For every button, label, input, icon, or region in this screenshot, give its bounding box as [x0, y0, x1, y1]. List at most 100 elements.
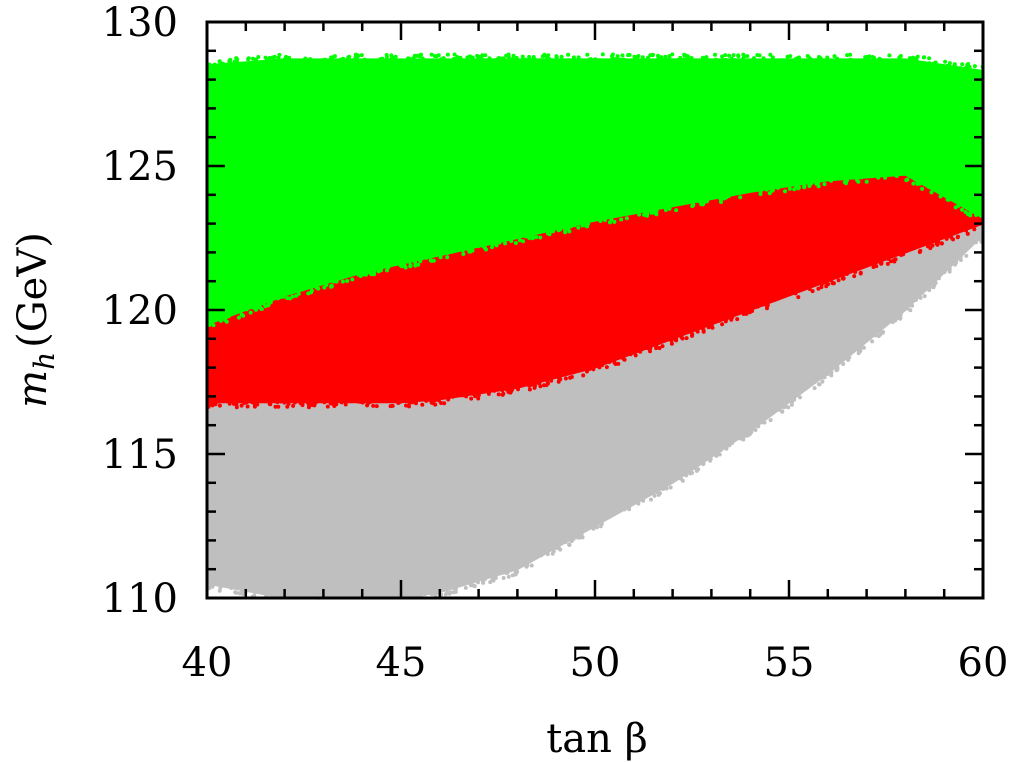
data-point — [775, 59, 780, 64]
data-point — [774, 405, 779, 410]
data-point — [226, 65, 231, 70]
data-point — [758, 189, 763, 193]
data-point — [765, 184, 770, 189]
data-point — [679, 476, 683, 481]
data-point — [843, 175, 848, 180]
data-point — [453, 589, 458, 594]
data-point — [483, 577, 487, 581]
data-point — [385, 60, 390, 65]
data-point — [904, 168, 909, 173]
data-point — [637, 212, 642, 217]
data-point — [641, 498, 646, 503]
data-point — [620, 210, 625, 215]
data-point — [550, 61, 555, 65]
data-point — [436, 53, 441, 58]
data-point — [248, 310, 253, 315]
data-point — [609, 217, 614, 222]
data-point — [619, 217, 624, 222]
data-point — [529, 60, 534, 65]
data-point — [436, 249, 441, 254]
x-axis-title: tan β — [546, 716, 648, 762]
data-point — [713, 52, 717, 57]
data-point — [664, 486, 669, 491]
data-point — [777, 404, 782, 409]
data-point — [225, 582, 230, 587]
data-point — [744, 311, 749, 316]
data-point — [575, 535, 580, 540]
data-point — [841, 276, 846, 281]
data-point — [772, 58, 776, 63]
data-point — [717, 318, 721, 323]
data-point — [652, 493, 657, 498]
data-point — [282, 400, 287, 405]
data-point — [723, 53, 728, 58]
data-point — [825, 55, 830, 60]
data-point — [559, 54, 564, 59]
data-point — [458, 397, 463, 402]
data-point — [925, 282, 930, 287]
data-point — [821, 176, 826, 181]
data-point — [248, 302, 252, 307]
data-point — [756, 424, 761, 429]
data-point — [585, 369, 589, 374]
data-point — [618, 59, 623, 64]
data-point — [790, 394, 794, 398]
data-point — [458, 55, 463, 60]
data-point — [770, 55, 775, 60]
data-point — [940, 192, 945, 197]
data-point — [645, 58, 650, 63]
data-point — [624, 209, 628, 213]
data-point — [956, 234, 960, 239]
data-point — [429, 399, 434, 404]
data-point — [502, 61, 507, 65]
data-point — [654, 208, 659, 213]
data-point — [686, 57, 691, 62]
data-point — [496, 236, 501, 241]
data-point — [517, 231, 522, 235]
data-point — [483, 53, 488, 58]
data-point — [909, 250, 914, 255]
data-point — [810, 289, 815, 294]
data-point — [271, 588, 275, 593]
data-point — [218, 585, 223, 590]
data-point — [967, 207, 971, 211]
data-point — [972, 227, 977, 232]
data-point — [446, 397, 451, 402]
data-point — [829, 373, 834, 378]
data-point — [360, 270, 365, 275]
data-point — [294, 293, 299, 298]
data-point — [628, 502, 633, 507]
data-point — [629, 357, 634, 361]
data-point — [577, 221, 582, 226]
data-point — [831, 281, 836, 286]
data-point — [874, 264, 879, 269]
data-point — [732, 311, 737, 316]
data-point — [700, 458, 705, 463]
data-point — [898, 312, 903, 317]
data-point — [481, 580, 486, 585]
data-point — [499, 571, 504, 576]
data-point — [956, 199, 961, 203]
data-point — [910, 173, 915, 178]
data-point — [420, 402, 425, 407]
data-point — [755, 304, 760, 309]
data-point — [520, 381, 525, 386]
data-point — [689, 56, 694, 60]
data-point — [235, 60, 239, 65]
data-point — [664, 482, 669, 487]
data-point — [238, 591, 242, 596]
data-point — [720, 322, 725, 327]
data-point — [933, 187, 937, 192]
data-point — [520, 54, 525, 59]
data-point — [234, 395, 239, 400]
data-point — [744, 186, 749, 191]
data-point — [706, 318, 711, 323]
y-tick-label: 120 — [102, 288, 178, 334]
data-point — [421, 588, 426, 592]
data-point — [634, 500, 639, 505]
data-point — [291, 403, 296, 408]
data-point — [781, 58, 786, 63]
axis-ticks — [205, 20, 985, 600]
data-point — [265, 58, 270, 63]
data-point — [545, 552, 550, 557]
